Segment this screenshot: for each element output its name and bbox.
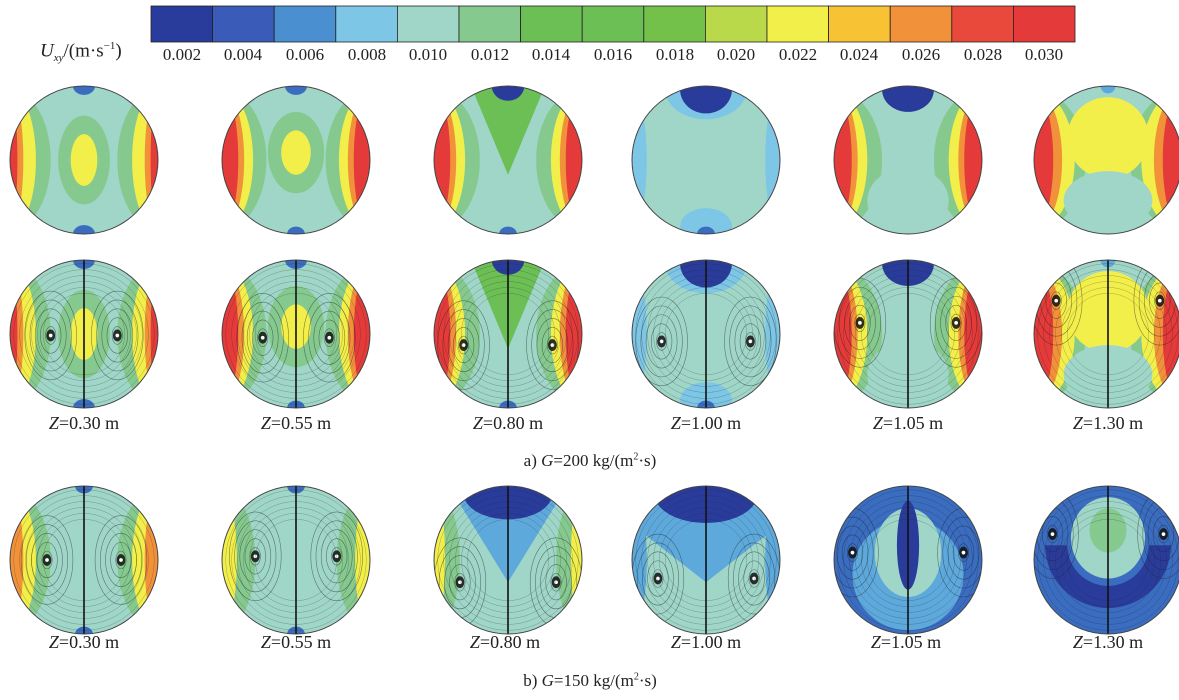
colorbar-tick: 0.028	[963, 45, 1003, 64]
colorbar-swatch	[212, 5, 275, 43]
z-label: Z=1.30 m	[1072, 632, 1144, 652]
contour-disc	[834, 486, 982, 634]
colorbar-swatch	[705, 5, 768, 43]
colorbar-swatch	[889, 5, 953, 43]
colorbar-swatch	[520, 5, 583, 43]
z-label: Z=0.55 m	[260, 632, 332, 652]
z-label: Z=0.80 m	[469, 632, 541, 652]
colorbar-ticks: 0.002 0.004 0.006 0.008 0.010 0.012 0.01…	[130, 45, 1080, 69]
colorbar-swatch	[828, 5, 891, 43]
colorbar-tick: 0.010	[408, 45, 448, 64]
colorbar	[150, 5, 1076, 43]
colorbar-swatch	[1013, 5, 1076, 43]
contour-disc	[222, 86, 370, 234]
colorbar-tick: 0.022	[778, 45, 818, 64]
contour-disc	[434, 86, 582, 234]
colorbar-tick: 0.020	[716, 45, 756, 64]
colorbar-swatch	[273, 5, 337, 43]
contour-disc	[10, 86, 158, 234]
contour-disc	[1034, 486, 1179, 634]
z-label: Z=1.00 m	[670, 632, 742, 652]
z-label: Z=0.30 m	[48, 413, 120, 433]
colorbar-swatch	[951, 5, 1014, 43]
z-label: Z=1.05 m	[870, 632, 942, 652]
colorbar-tick: 0.004	[223, 45, 263, 64]
colorbar-tick: 0.002	[162, 45, 202, 64]
panel-a-caption: a) G=200 kg/(m2·s)	[523, 451, 657, 470]
contour-disc	[222, 486, 370, 634]
contour-disc	[434, 260, 582, 408]
colorbar-tick: 0.016	[593, 45, 633, 64]
colorbar-tick: 0.030	[1024, 45, 1064, 64]
contour-disc	[434, 486, 582, 634]
contour-disc	[834, 86, 982, 234]
colorbar-tick: 0.018	[655, 45, 695, 64]
colorbar-tick: 0.008	[347, 45, 387, 64]
colorbar-swatch	[643, 5, 706, 43]
contour-disc	[1034, 260, 1179, 408]
z-label: Z=0.80 m	[472, 413, 544, 433]
contour-disc	[632, 260, 780, 408]
colorbar-swatch	[396, 5, 460, 43]
contour-disc	[834, 260, 982, 408]
z-label: Z=0.55 m	[260, 413, 332, 433]
contour-disc	[632, 86, 780, 234]
colorbar-tick: 0.026	[901, 45, 941, 64]
colorbar-tick: 0.012	[470, 45, 510, 64]
colorbar-label: Uxy/(m·s−1)	[40, 40, 122, 65]
colorbar-tick: 0.024	[839, 45, 879, 64]
colorbar-swatch	[581, 5, 645, 43]
z-label: Z=1.00 m	[670, 413, 742, 433]
colorbar-tick: 0.006	[285, 45, 325, 64]
z-label: Z=1.30 m	[1072, 413, 1144, 433]
colorbar-tick: 0.014	[531, 45, 571, 64]
contour-disc	[10, 486, 158, 634]
z-label: Z=1.05 m	[872, 413, 944, 433]
contour-disc	[222, 260, 370, 408]
z-label: Z=0.30 m	[48, 632, 120, 652]
contour-disc	[10, 260, 158, 408]
colorbar-swatch	[150, 5, 213, 43]
contour-disc	[1034, 86, 1179, 234]
contour-disc	[632, 486, 780, 634]
colorbar-swatch	[458, 5, 521, 43]
panel-b-caption: b) G=150 kg/(m2·s)	[523, 671, 657, 690]
